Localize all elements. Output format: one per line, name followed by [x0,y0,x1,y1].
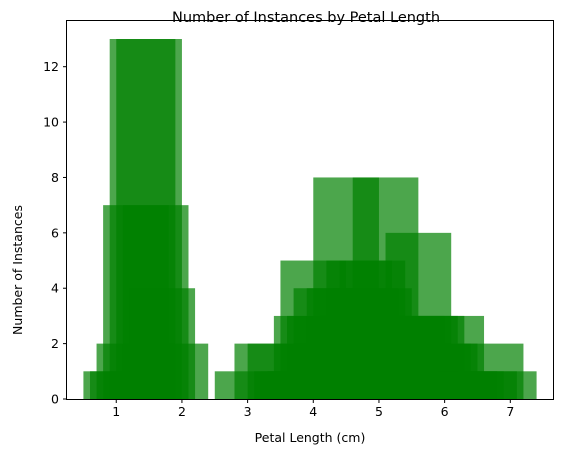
y-tick-label: 2 [51,336,59,351]
y-tick-label: 8 [51,170,59,185]
chart-title: Number of Instances by Petal Length [172,10,440,26]
y-tick-label: 10 [43,115,59,130]
x-tick-label: 3 [244,404,252,419]
x-tick-label: 7 [506,404,514,419]
bar-7 [142,343,209,399]
y-tick-label: 12 [43,59,59,74]
y-tick-label: 4 [51,281,59,296]
x-axis-label: Petal Length (cm) [255,430,366,445]
y-axis-label: Number of Instances [10,205,25,335]
bars-group [83,39,537,399]
bar-8 [83,371,150,399]
x-tick-label: 4 [309,404,317,419]
bar-42 [470,371,537,399]
x-tick-label: 6 [441,404,449,419]
x-tick-label: 1 [112,404,120,419]
y-tick-label: 6 [51,225,59,240]
y-tick-label: 0 [51,392,59,407]
x-axis-ticks: 1 2 3 4 5 6 7 [112,399,514,419]
x-tick-label: 5 [375,404,383,419]
plot-frame [66,20,554,400]
x-tick-label: 2 [178,404,186,419]
y-axis-ticks: 0 2 4 6 8 10 12 [43,59,67,407]
